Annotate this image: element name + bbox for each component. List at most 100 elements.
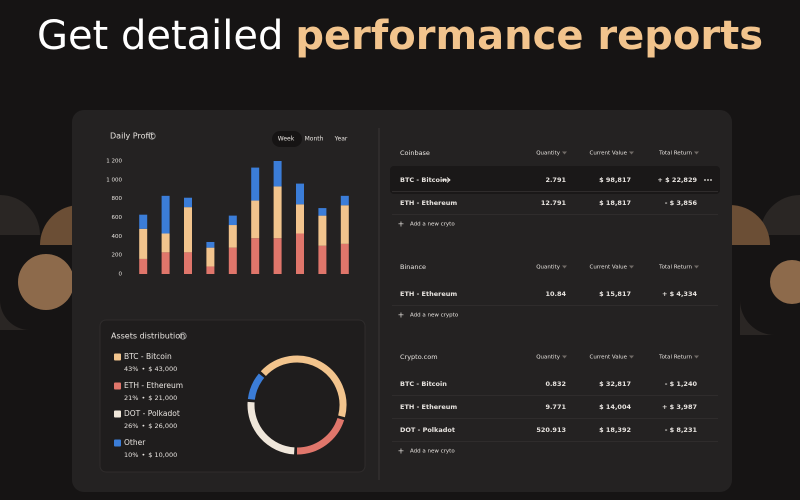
value-cell: $ 14,004 <box>599 403 631 411</box>
bar-segment <box>184 252 192 274</box>
bar-segment <box>228 225 237 248</box>
value-cell: - $ 3,856 <box>665 199 698 207</box>
tab[interactable]: Month <box>305 136 324 143</box>
chart-title: Daily Profit <box>110 132 154 141</box>
column-header[interactable]: Current Value <box>589 151 627 157</box>
active-tab-bg <box>272 131 302 147</box>
asset-separator: • <box>141 422 145 430</box>
value-cell: 2.791 <box>545 176 566 184</box>
more-dot[interactable] <box>710 179 712 181</box>
column-header[interactable]: Quantity <box>536 355 561 361</box>
bar-segment <box>318 215 327 246</box>
sort-icon <box>629 151 634 155</box>
donut-segment <box>247 373 265 400</box>
bar-segment <box>251 200 260 239</box>
bar-segment <box>228 215 237 226</box>
column-header[interactable]: Total Return <box>658 355 692 361</box>
row-highlight <box>390 166 720 194</box>
add-crypto[interactable]: Add a new cryto <box>410 449 455 455</box>
exchange-name: Coinbase <box>400 149 430 157</box>
asset-name: BTC - Bitcoin <box>124 352 172 361</box>
bar-segment <box>296 204 304 234</box>
value-cell: 12.791 <box>541 199 567 207</box>
value-cell: + $ 3,987 <box>662 403 697 411</box>
bar-segment <box>184 197 192 208</box>
asset-percent: 21% <box>124 394 138 402</box>
value-cell: 9.771 <box>545 403 566 411</box>
headline-text: Get detailed <box>37 13 283 59</box>
tab[interactable]: Week <box>278 136 295 143</box>
row-arrow <box>442 177 451 183</box>
bar-segment <box>139 258 148 274</box>
y-tick-label: 0 <box>119 272 123 278</box>
column-header[interactable]: Total Return <box>658 265 692 271</box>
bar-segment <box>206 241 215 248</box>
y-tick-label: 600 <box>112 215 123 221</box>
bar-segment <box>318 208 327 216</box>
y-tick-label: 1 200 <box>106 159 122 165</box>
donut-segment <box>296 417 345 455</box>
sort-icon <box>562 265 567 269</box>
value-cell: $ 18,817 <box>599 199 631 207</box>
bar-segment <box>273 238 282 274</box>
asset-cell: ETH - Ethereum <box>400 403 457 411</box>
tab[interactable]: Year <box>334 136 348 143</box>
assets-title: Assets distribution <box>111 332 185 341</box>
column-header[interactable]: Current Value <box>589 265 627 271</box>
bar-segment <box>161 195 170 234</box>
asset-name: DOT - Polkadot <box>124 409 180 418</box>
asset-cell: DOT - Polkadot <box>400 426 455 434</box>
bar-segment <box>139 228 148 259</box>
value-cell: + $ 22,829 <box>657 176 697 184</box>
asset-cell: BTC - Bitcoin <box>400 176 447 184</box>
bar-segment <box>340 205 349 244</box>
value-cell: - $ 1,240 <box>665 380 698 388</box>
column-header[interactable]: Current Value <box>589 355 627 361</box>
asset-amount: $ 26,000 <box>148 422 177 430</box>
asset-percent: 10% <box>124 451 138 459</box>
sort-icon <box>562 355 567 359</box>
more-dot[interactable] <box>707 179 709 181</box>
sort-icon <box>629 265 634 269</box>
sort-icon <box>694 265 699 269</box>
add-crypto[interactable]: Add a new crypto <box>410 313 459 319</box>
sort-icon <box>694 151 699 155</box>
asset-separator: • <box>141 394 145 402</box>
bar-segment <box>251 238 260 274</box>
donut-segment <box>260 355 347 418</box>
value-cell: $ 15,817 <box>599 290 631 298</box>
legend-swatch <box>114 382 121 390</box>
asset-detail: 10% • $ 10,000 <box>124 451 177 459</box>
asset-cell: ETH - Ethereum <box>400 290 457 298</box>
asset-amount: $ 21,000 <box>148 394 177 402</box>
bar-segment <box>251 167 260 201</box>
column-header[interactable]: Quantity <box>536 151 561 157</box>
bar-segment <box>340 243 349 274</box>
headline-highlight: performance reports <box>295 13 763 59</box>
bar-segment <box>273 186 282 239</box>
bar-segment <box>340 195 349 206</box>
asset-detail: 21% • $ 21,000 <box>124 394 177 402</box>
info-icon <box>179 332 187 340</box>
add-crypto[interactable]: Add a new cryto <box>410 222 455 228</box>
bar-segment <box>206 266 215 274</box>
exchange-name: Binance <box>400 263 426 271</box>
sort-icon <box>629 355 634 359</box>
bar-segment <box>273 161 282 187</box>
assets-card <box>99 319 366 473</box>
asset-separator: • <box>141 451 145 459</box>
bar-segment <box>161 233 170 253</box>
bar-segment <box>318 245 327 274</box>
legend-swatch <box>114 410 121 418</box>
asset-name: ETH - Ethereum <box>124 381 183 390</box>
bar-segment <box>296 183 304 205</box>
column-header[interactable]: Total Return <box>658 151 692 157</box>
value-cell: 0.832 <box>545 380 566 388</box>
asset-cell: ETH - Ethereum <box>400 199 457 207</box>
value-cell: $ 98,817 <box>599 176 631 184</box>
more-dot[interactable] <box>704 179 706 181</box>
column-header[interactable]: Quantity <box>536 265 561 271</box>
asset-detail: 43% • $ 43,000 <box>124 365 177 373</box>
asset-cell: BTC - Bitcoin <box>400 380 447 388</box>
